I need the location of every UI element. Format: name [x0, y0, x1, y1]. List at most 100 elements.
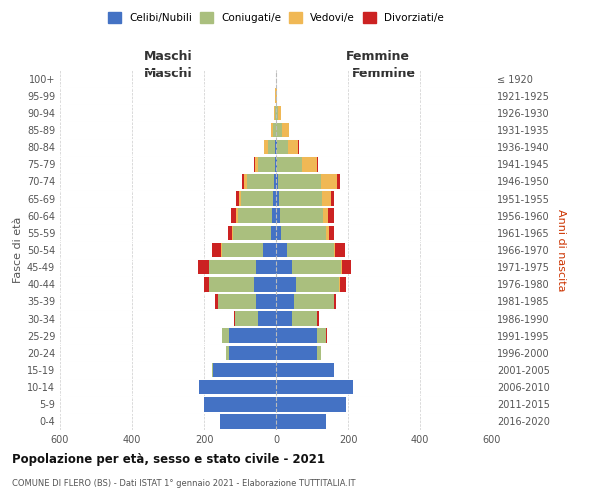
Text: Femmine: Femmine — [352, 66, 416, 80]
Bar — [277, 140, 287, 154]
Bar — [317, 312, 319, 326]
Bar — [274, 106, 275, 120]
Bar — [321, 174, 337, 188]
Text: Popolazione per età, sesso e stato civile - 2021: Popolazione per età, sesso e stato civil… — [12, 452, 325, 466]
Bar — [213, 362, 276, 378]
Bar — [282, 122, 289, 138]
Bar — [215, 294, 218, 308]
Bar — [275, 140, 276, 154]
Bar — [298, 140, 299, 154]
Bar — [278, 106, 281, 120]
Bar — [273, 122, 275, 138]
Bar — [212, 242, 221, 258]
Bar — [239, 192, 241, 206]
Text: COMUNE DI FLERO (BS) - Dati ISTAT 1° gennaio 2021 - Elaborazione TUTTITALIA.IT: COMUNE DI FLERO (BS) - Dati ISTAT 1° gen… — [12, 479, 355, 488]
Bar — [203, 277, 209, 291]
Bar — [276, 242, 287, 258]
Bar — [241, 192, 274, 206]
Bar — [274, 192, 276, 206]
Bar — [235, 312, 258, 326]
Bar — [255, 157, 259, 172]
Bar — [229, 328, 276, 343]
Bar — [281, 226, 326, 240]
Bar — [331, 192, 334, 206]
Bar — [277, 157, 302, 172]
Y-axis label: Anni di nascita: Anni di nascita — [556, 209, 566, 291]
Bar — [341, 260, 342, 274]
Bar — [276, 157, 277, 172]
Bar — [279, 192, 322, 206]
Bar — [258, 312, 276, 326]
Bar — [268, 140, 275, 154]
Bar — [276, 106, 278, 120]
Bar — [233, 226, 271, 240]
Bar — [294, 294, 334, 308]
Bar — [329, 226, 334, 240]
Bar — [292, 260, 341, 274]
Bar — [254, 157, 255, 172]
Legend: Celibi/Nubili, Coniugati/e, Vedovi/e, Divorziati/e: Celibi/Nubili, Coniugati/e, Vedovi/e, Di… — [106, 10, 446, 25]
Bar — [317, 328, 326, 343]
Bar — [220, 414, 276, 428]
Bar — [231, 208, 236, 223]
Bar — [263, 242, 276, 258]
Bar — [238, 208, 272, 223]
Bar — [276, 362, 334, 378]
Bar — [340, 277, 346, 291]
Bar — [226, 346, 229, 360]
Bar — [233, 312, 235, 326]
Bar — [334, 242, 335, 258]
Bar — [276, 414, 326, 428]
Bar — [275, 106, 276, 120]
Bar — [337, 174, 340, 188]
Bar — [287, 140, 298, 154]
Bar — [244, 174, 247, 188]
Bar — [209, 277, 254, 291]
Bar — [236, 192, 239, 206]
Bar — [229, 346, 276, 360]
Bar — [342, 260, 351, 274]
Bar — [265, 140, 268, 154]
Bar — [276, 328, 317, 343]
Bar — [218, 294, 256, 308]
Bar — [296, 277, 339, 291]
Bar — [276, 380, 353, 394]
Bar — [228, 226, 232, 240]
Bar — [247, 174, 274, 188]
Bar — [271, 226, 276, 240]
Bar — [280, 208, 323, 223]
Bar — [276, 312, 292, 326]
Bar — [276, 174, 278, 188]
Bar — [317, 346, 321, 360]
Bar — [274, 174, 276, 188]
Bar — [339, 277, 340, 291]
Bar — [287, 242, 334, 258]
Text: Femmine: Femmine — [346, 50, 410, 62]
Bar — [272, 208, 276, 223]
Bar — [232, 226, 233, 240]
Bar — [254, 277, 276, 291]
Bar — [259, 157, 275, 172]
Bar — [317, 157, 319, 172]
Bar — [204, 397, 276, 411]
Bar — [276, 140, 277, 154]
Bar — [256, 294, 276, 308]
Bar — [322, 192, 331, 206]
Bar — [278, 174, 321, 188]
Bar — [302, 157, 317, 172]
Text: Maschi: Maschi — [143, 66, 193, 80]
Bar — [271, 122, 273, 138]
Bar — [326, 328, 327, 343]
Bar — [323, 208, 328, 223]
Bar — [276, 346, 317, 360]
Bar — [276, 294, 294, 308]
Bar — [334, 294, 337, 308]
Bar — [212, 362, 213, 378]
Bar — [276, 260, 292, 274]
Bar — [222, 328, 229, 343]
Bar — [335, 242, 346, 258]
Bar — [256, 260, 276, 274]
Bar — [292, 312, 317, 326]
Bar — [276, 208, 280, 223]
Bar — [209, 260, 256, 274]
